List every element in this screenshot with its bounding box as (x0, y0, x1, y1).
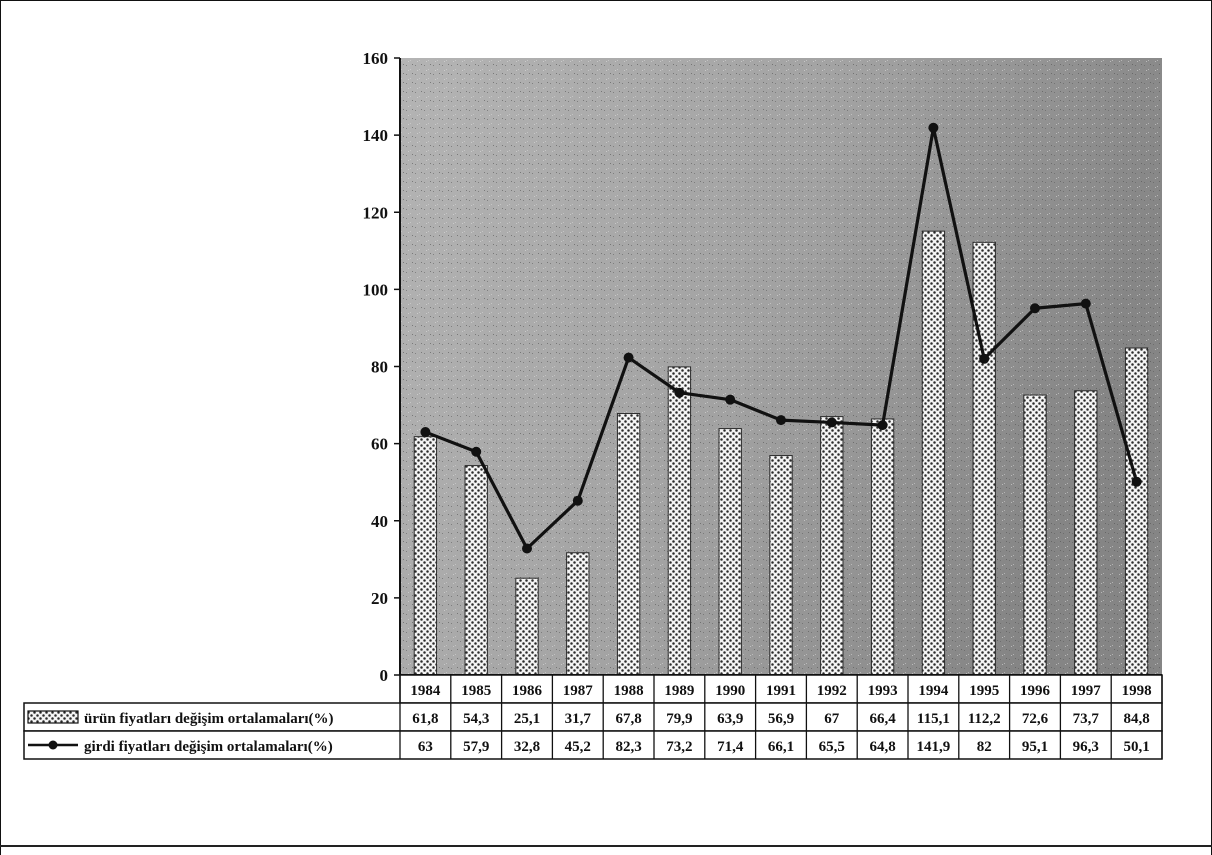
bar (616, 413, 641, 676)
bar-value-label: 67 (824, 711, 840, 727)
y-tick-label: 0 (380, 666, 389, 685)
bar-value-label: 112,2 (968, 711, 1001, 727)
x-tick-label: 1988 (614, 683, 644, 699)
bar (870, 418, 895, 676)
line-value-label: 95,1 (1022, 739, 1048, 755)
line-point (826, 417, 837, 428)
line-value-label: 141,9 (917, 739, 951, 755)
x-tick-label: 1990 (715, 683, 745, 699)
y-tick-label: 40 (371, 512, 388, 531)
line-point (725, 394, 736, 405)
y-tick-label: 100 (363, 280, 389, 299)
bar-value-label: 72,6 (1022, 711, 1049, 727)
x-tick-label: 1989 (664, 683, 694, 699)
bar (1124, 347, 1149, 676)
line-value-label: 82 (977, 739, 992, 755)
legend-label-line: girdi fiyatları değişim ortalamaları(%) (84, 739, 333, 755)
legend-key-bars (27, 710, 79, 724)
bar (667, 366, 692, 676)
bar (413, 436, 438, 676)
bar-value-label: 67,8 (615, 711, 641, 727)
y-tick-label: 160 (363, 49, 389, 68)
data-table: 1984 1985 1986 1987 1988 1989 1990 1991 1992 1993… (23, 674, 1163, 760)
bar (515, 577, 539, 676)
x-tick-label: 1992 (817, 683, 847, 699)
line-point (572, 495, 583, 506)
line-point (1131, 476, 1142, 487)
legend-label-bars: ürün fiyatları değişim ortalamaları(%) (84, 711, 334, 727)
bar-series (413, 230, 1149, 676)
line-point (1080, 298, 1091, 309)
bar (972, 241, 996, 676)
bar (566, 552, 590, 676)
x-tick-label: 1996 (1020, 683, 1051, 699)
line-value-label: 71,4 (717, 739, 744, 755)
line-point (1030, 303, 1040, 314)
bar (1074, 390, 1098, 676)
bar (769, 455, 793, 676)
y-tick-label: 60 (371, 435, 388, 454)
y-tick-label: 20 (371, 589, 388, 608)
line-value-label: 45,2 (565, 739, 591, 755)
x-tick-label: 1998 (1122, 683, 1152, 699)
x-tick-label: 1994 (918, 683, 949, 699)
line-value-label: 66,1 (768, 739, 794, 755)
line-value-label: 82,3 (615, 739, 641, 755)
y-tick-label: 120 (363, 203, 389, 222)
y-axis-ticks: 0 20 40 60 80 100 120 140 160 (363, 49, 400, 685)
line-point (928, 122, 939, 133)
line-point (674, 387, 685, 398)
x-tick-label: 1993 (868, 683, 898, 699)
bar-value-label: 63,9 (717, 711, 743, 727)
bar-value-label: 84,8 (1123, 711, 1149, 727)
y-tick-label: 140 (363, 126, 389, 145)
x-tick-label: 1986 (512, 683, 543, 699)
line-value-label: 63 (418, 739, 433, 755)
x-tick-label: 1985 (461, 683, 491, 699)
bar (1023, 394, 1047, 676)
line-point (776, 415, 786, 426)
bar-value-label: 73,7 (1073, 711, 1100, 727)
line-point (522, 543, 532, 554)
x-tick-label: 1984 (410, 683, 441, 699)
x-tick-label: 1991 (766, 683, 796, 699)
line-value-label: 64,8 (869, 739, 895, 755)
line-value-label: 96,3 (1073, 739, 1099, 755)
line-value-label: 65,5 (819, 739, 845, 755)
bar-value-label: 56,9 (768, 711, 794, 727)
x-tick-label: 1997 (1071, 683, 1102, 699)
line-value-label: 32,8 (514, 739, 540, 755)
line-value-label: 57,9 (463, 739, 489, 755)
bar-value-label: 31,7 (565, 711, 592, 727)
bar-value-label: 61,8 (412, 711, 438, 727)
table-row-line (23, 730, 1163, 760)
line-series (420, 122, 1142, 554)
table-row-bars (23, 702, 1163, 732)
bar (464, 465, 488, 676)
line-point (420, 427, 431, 438)
line-point (471, 446, 482, 457)
legend-key-marker (48, 740, 58, 750)
bar (921, 230, 946, 676)
x-tick-label: 1995 (969, 683, 999, 699)
x-tick-label: 1987 (563, 683, 594, 699)
y-tick-label: 80 (371, 358, 388, 377)
bottom-rule (0, 845, 1212, 847)
bar (718, 428, 742, 676)
line-value-label: 50,1 (1123, 739, 1149, 755)
line-point (877, 420, 888, 431)
bar-value-label: 66,4 (869, 711, 896, 727)
line-value-label: 73,2 (666, 739, 692, 755)
bar-value-label: 115,1 (917, 711, 950, 727)
bar-value-label: 25,1 (514, 711, 540, 727)
bar-value-label: 79,9 (666, 711, 692, 727)
line-point (623, 352, 634, 363)
line-point (979, 353, 990, 364)
bar (820, 416, 844, 676)
bar-value-label: 54,3 (463, 711, 489, 727)
